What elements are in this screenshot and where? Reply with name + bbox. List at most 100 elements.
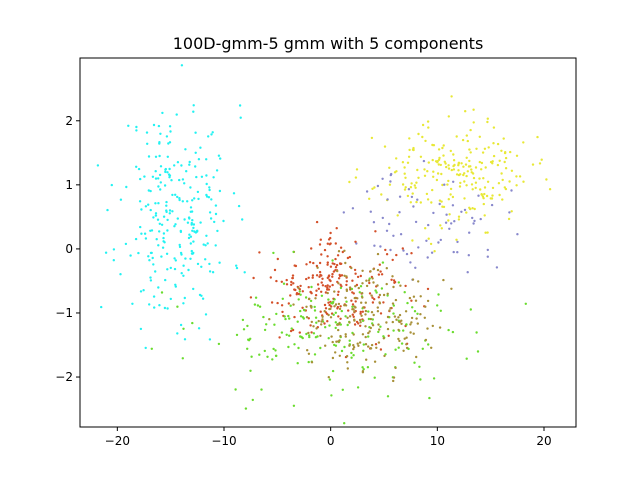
data-point xyxy=(486,120,489,124)
data-point xyxy=(379,270,382,273)
data-point xyxy=(168,141,172,144)
data-point xyxy=(301,316,305,319)
data-point xyxy=(154,170,157,173)
data-point xyxy=(329,316,333,319)
data-point xyxy=(353,268,357,272)
data-point xyxy=(475,331,478,334)
data-point xyxy=(326,286,329,289)
data-point xyxy=(501,178,504,182)
data-point xyxy=(398,211,401,214)
data-point xyxy=(283,315,286,318)
data-point xyxy=(289,329,293,333)
data-point xyxy=(168,125,172,128)
data-point xyxy=(222,219,225,223)
data-point xyxy=(166,229,169,232)
data-point xyxy=(377,296,380,299)
data-point xyxy=(395,318,398,321)
data-point xyxy=(482,177,485,180)
data-point xyxy=(183,182,186,185)
data-point xyxy=(463,180,466,183)
data-point xyxy=(368,277,371,280)
data-point xyxy=(151,175,155,178)
data-point xyxy=(169,130,172,133)
data-point xyxy=(159,165,163,168)
data-point xyxy=(364,325,367,328)
data-point xyxy=(307,352,311,355)
data-point xyxy=(275,354,278,358)
data-point xyxy=(339,317,342,320)
data-point xyxy=(256,304,260,307)
data-point xyxy=(157,185,160,188)
data-point xyxy=(183,338,187,341)
data-point xyxy=(344,296,347,299)
data-point xyxy=(205,234,208,237)
data-point xyxy=(449,149,452,153)
data-point xyxy=(406,301,409,305)
data-point xyxy=(305,263,308,266)
data-point xyxy=(278,336,281,339)
data-point xyxy=(376,252,380,256)
data-point xyxy=(473,207,476,211)
data-point xyxy=(331,356,335,360)
data-point xyxy=(515,154,519,157)
data-point xyxy=(326,288,329,291)
data-point xyxy=(334,303,338,306)
data-point xyxy=(345,280,348,283)
data-point xyxy=(376,268,380,272)
data-point xyxy=(293,264,296,267)
data-point xyxy=(449,193,452,196)
data-point xyxy=(359,312,362,315)
data-point xyxy=(427,161,430,164)
data-point xyxy=(290,327,293,330)
data-point xyxy=(332,270,336,273)
data-point xyxy=(448,227,451,230)
data-point xyxy=(241,218,244,221)
data-point xyxy=(409,201,412,204)
data-point xyxy=(411,306,414,309)
data-point xyxy=(414,186,417,189)
data-point xyxy=(327,275,330,278)
data-point xyxy=(415,317,418,320)
data-point xyxy=(436,161,439,164)
data-point xyxy=(350,287,354,291)
data-point xyxy=(398,339,401,343)
data-point xyxy=(329,231,332,235)
data-point xyxy=(427,343,430,346)
data-point xyxy=(337,340,340,343)
data-point xyxy=(371,301,375,304)
data-point xyxy=(313,309,317,312)
data-point xyxy=(381,177,384,180)
data-point xyxy=(443,160,446,163)
data-point xyxy=(470,183,474,186)
data-point xyxy=(474,186,477,190)
data-point xyxy=(138,200,142,203)
data-point xyxy=(447,198,450,201)
data-point xyxy=(149,279,153,282)
data-point xyxy=(154,212,158,215)
data-point xyxy=(421,123,425,127)
data-point xyxy=(343,304,346,307)
data-point xyxy=(287,314,290,318)
data-point xyxy=(385,282,388,286)
data-point xyxy=(379,312,383,315)
data-point xyxy=(416,198,419,201)
data-point xyxy=(273,268,277,272)
data-point xyxy=(457,161,461,164)
data-point xyxy=(361,292,364,295)
data-point xyxy=(466,170,469,173)
data-point xyxy=(243,271,246,274)
data-point xyxy=(168,209,172,212)
data-point xyxy=(182,264,185,267)
data-point xyxy=(295,293,298,296)
data-point xyxy=(410,182,413,185)
data-point xyxy=(440,227,443,230)
data-point xyxy=(289,304,292,307)
data-point xyxy=(320,320,323,323)
data-point xyxy=(328,278,331,281)
data-point xyxy=(395,170,398,173)
data-point xyxy=(496,163,500,167)
data-point xyxy=(317,287,320,290)
data-point xyxy=(426,120,430,123)
data-point xyxy=(392,312,395,315)
data-point xyxy=(467,254,470,257)
